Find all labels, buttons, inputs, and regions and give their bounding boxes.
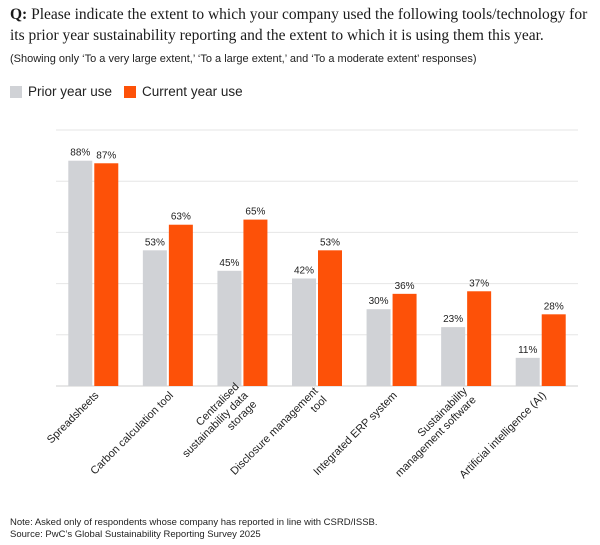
data-label: 45% (219, 258, 239, 269)
bar-prior (366, 309, 391, 386)
footer-source: Source: PwC’s Global Sustainability Repo… (10, 529, 261, 540)
bar-prior (292, 278, 316, 386)
bar-prior (68, 160, 93, 386)
chart-subtitle: (Showing only ‘To a very large extent,’ … (10, 53, 477, 65)
category-label: Spreadsheets (45, 389, 102, 446)
data-label: 36% (395, 281, 415, 292)
chart-legend: Prior year use Current year use (10, 84, 255, 99)
data-label: 53% (145, 237, 165, 248)
bar-current (467, 291, 492, 386)
data-label: 30% (369, 296, 389, 307)
category-label: Carbon calculation tool (88, 390, 176, 478)
chart-footer: Note: Asked only of respondents whose co… (10, 517, 378, 541)
bar-current (541, 314, 566, 386)
data-label: 65% (245, 207, 265, 218)
legend-item-current: Current year use (124, 84, 243, 99)
bar-current (94, 163, 119, 386)
question-text: Please indicate the extent to which your… (10, 6, 588, 44)
footer-note: Note: Asked only of respondents whose co… (10, 517, 378, 528)
data-label: 63% (171, 212, 191, 223)
data-label: 37% (469, 278, 489, 289)
data-label: 87% (96, 150, 116, 161)
data-label: 88% (70, 148, 90, 159)
question: Q: Please indicate the extent to which y… (10, 4, 595, 46)
bar-current (392, 293, 417, 386)
bar-current (318, 250, 342, 386)
data-label: 53% (320, 237, 340, 248)
data-label: 23% (443, 314, 463, 325)
question-prefix: Q: (10, 6, 28, 23)
legend-label-prior: Prior year use (28, 84, 113, 99)
bar-prior (142, 250, 167, 386)
legend-swatch-prior (10, 85, 22, 98)
bar-prior (217, 270, 242, 386)
bar-prior (515, 357, 540, 386)
legend-item-prior: Prior year use (10, 84, 112, 99)
data-label: 11% (518, 345, 537, 356)
bar-prior (441, 327, 466, 386)
bar-current (168, 224, 193, 386)
legend-swatch-current (124, 85, 137, 98)
data-label: 28% (544, 301, 564, 312)
data-label: 42% (294, 265, 314, 276)
bar-chart: 88% 87% Spreadsheets 53% 63% Carbon calculati… (45, 129, 578, 481)
legend-label-current: Current year use (142, 84, 243, 99)
bar-current (243, 219, 268, 386)
